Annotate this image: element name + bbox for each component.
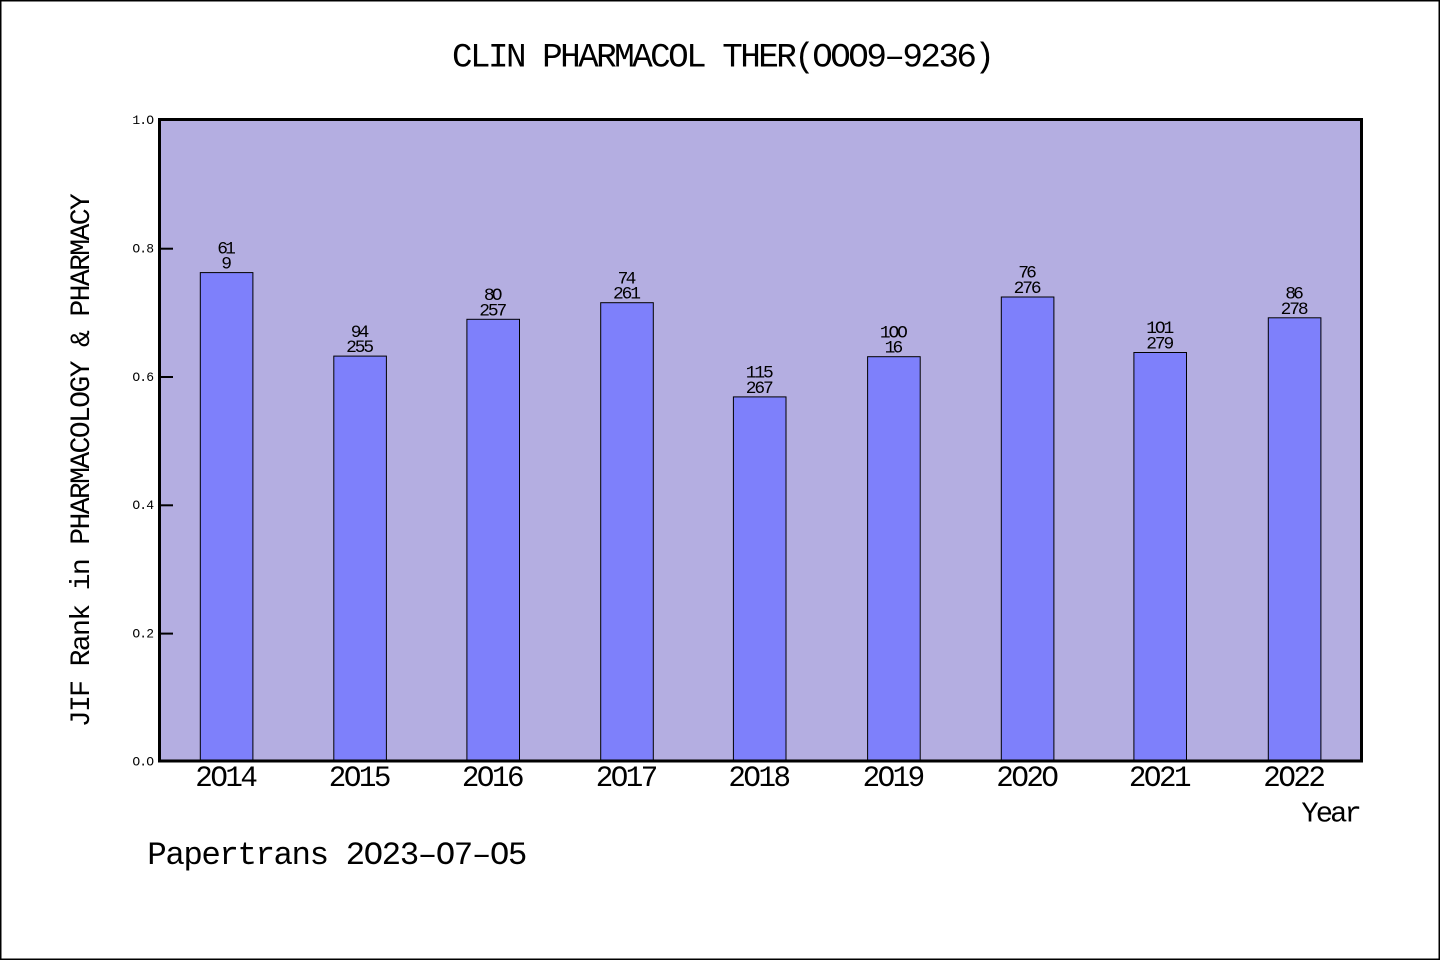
svg-text:2O18: 2O18 — [728, 762, 791, 795]
svg-text:2O19: 2O19 — [863, 762, 926, 795]
svg-text:61: 61 — [217, 239, 236, 259]
svg-text:74: 74 — [618, 269, 637, 289]
svg-text:255: 255 — [346, 338, 374, 358]
svg-text:2O16: 2O16 — [462, 762, 525, 795]
svg-text:16: 16 — [885, 339, 904, 359]
svg-text:2O14: 2O14 — [195, 762, 258, 795]
svg-text:261: 261 — [613, 285, 641, 305]
svg-text:Year: Year — [1301, 797, 1361, 830]
svg-text:8O: 8O — [484, 286, 503, 306]
svg-text:O.O: O.O — [132, 755, 154, 770]
svg-text:O.6: O.6 — [132, 370, 154, 385]
svg-text:115: 115 — [746, 364, 774, 384]
svg-text:1O1: 1O1 — [1146, 319, 1174, 339]
svg-text:JIF Rank in PHARMACOLOGY & PHA: JIF Rank in PHARMACOLOGY & PHARMACY — [67, 193, 98, 727]
svg-text:O.8: O.8 — [132, 242, 154, 257]
svg-text:2O21: 2O21 — [1129, 762, 1192, 795]
svg-text:O.4: O.4 — [132, 498, 154, 513]
svg-text:Papertrans 2O23–O7–O5: Papertrans 2O23–O7–O5 — [147, 837, 527, 874]
svg-text:276: 276 — [1014, 279, 1042, 299]
svg-text:76: 76 — [1018, 264, 1037, 284]
svg-text:O.2: O.2 — [132, 626, 154, 641]
svg-text:1OO: 1OO — [880, 323, 908, 343]
svg-text:2O17: 2O17 — [596, 762, 659, 795]
svg-text:94: 94 — [351, 323, 370, 343]
svg-text:1.O: 1.O — [132, 113, 154, 128]
svg-text:257: 257 — [479, 301, 507, 321]
svg-text:2O2O: 2O2O — [996, 762, 1059, 795]
svg-text:86: 86 — [1285, 285, 1304, 305]
svg-text:278: 278 — [1281, 300, 1309, 320]
svg-text:267: 267 — [746, 379, 774, 399]
svg-text:2O22: 2O22 — [1263, 762, 1326, 795]
svg-text:9: 9 — [221, 255, 232, 275]
svg-text:CLIN PHARMACOL THER(OOO9–9236): CLIN PHARMACOL THER(OOO9–9236) — [452, 39, 995, 78]
svg-text:279: 279 — [1146, 335, 1174, 355]
svg-text:2O15: 2O15 — [329, 762, 392, 795]
